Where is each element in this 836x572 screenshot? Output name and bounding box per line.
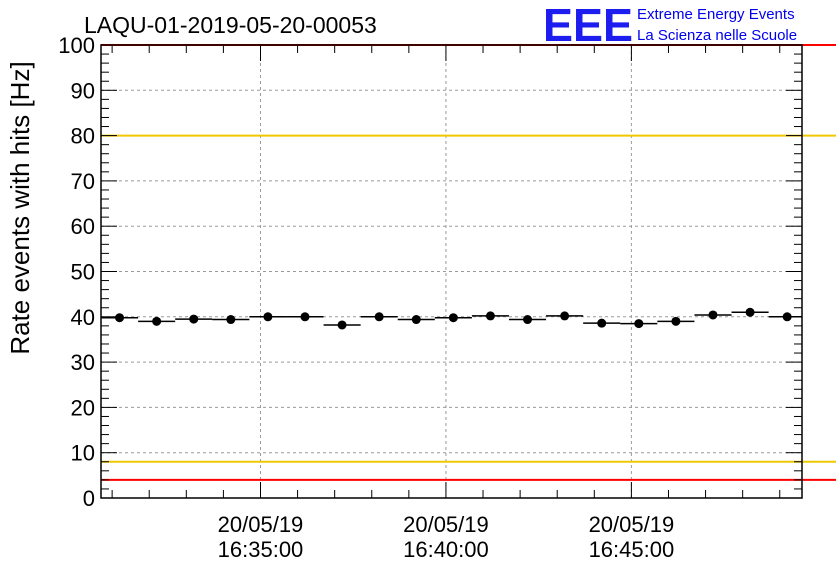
y-axis-label: Rate events with hits [Hz] bbox=[5, 61, 35, 354]
x-tick-time: 16:40:00 bbox=[403, 537, 489, 562]
data-point bbox=[708, 310, 718, 320]
x-tick-time: 16:45:00 bbox=[589, 537, 675, 562]
y-tick-label: 60 bbox=[71, 214, 95, 239]
logo-line2: La Scienza nelle Scuole bbox=[637, 27, 797, 44]
axis-ticks bbox=[101, 44, 802, 499]
y-tick-label: 20 bbox=[71, 395, 95, 420]
data-point bbox=[263, 312, 273, 322]
y-tick-label: 100 bbox=[58, 33, 95, 58]
y-tick-label: 0 bbox=[83, 486, 95, 511]
data-point bbox=[152, 316, 162, 326]
data-point bbox=[745, 307, 755, 317]
data-point bbox=[226, 315, 236, 325]
data-point bbox=[337, 320, 347, 330]
data-point bbox=[115, 313, 125, 323]
x-tick-date: 20/05/19 bbox=[589, 512, 675, 537]
data-point bbox=[189, 314, 199, 324]
data-point bbox=[448, 313, 458, 323]
x-tick-time: 16:35:00 bbox=[218, 537, 304, 562]
data-point bbox=[300, 312, 310, 322]
data-point bbox=[411, 315, 421, 325]
y-tick-label: 50 bbox=[71, 260, 95, 285]
grid-lines bbox=[101, 45, 802, 498]
data-series bbox=[101, 307, 802, 330]
x-tick-date: 20/05/19 bbox=[403, 512, 489, 537]
x-tick-date: 20/05/19 bbox=[218, 512, 304, 537]
data-point bbox=[523, 315, 533, 325]
data-point bbox=[485, 311, 495, 321]
y-tick-label: 80 bbox=[71, 124, 95, 149]
reference-lines bbox=[101, 44, 836, 481]
data-point bbox=[634, 319, 644, 329]
tick-labels: 010203040506070809010020/05/1916:35:0020… bbox=[58, 33, 674, 562]
y-tick-label: 70 bbox=[71, 169, 95, 194]
logo-line1: Extreme Energy Events bbox=[637, 6, 795, 23]
chart-title: LAQU-01-2019-05-20-00053 bbox=[84, 12, 377, 38]
y-tick-label: 40 bbox=[71, 305, 95, 330]
data-point bbox=[671, 316, 681, 326]
logo-mark: EEE bbox=[543, 0, 633, 51]
data-point bbox=[374, 312, 384, 322]
y-tick-label: 90 bbox=[71, 78, 95, 103]
data-point bbox=[560, 311, 570, 321]
y-tick-label: 30 bbox=[71, 350, 95, 375]
data-point bbox=[597, 318, 607, 328]
eee-logo: EEE Extreme Energy Events La Scienza nel… bbox=[543, 0, 797, 51]
y-tick-label: 10 bbox=[71, 441, 95, 466]
